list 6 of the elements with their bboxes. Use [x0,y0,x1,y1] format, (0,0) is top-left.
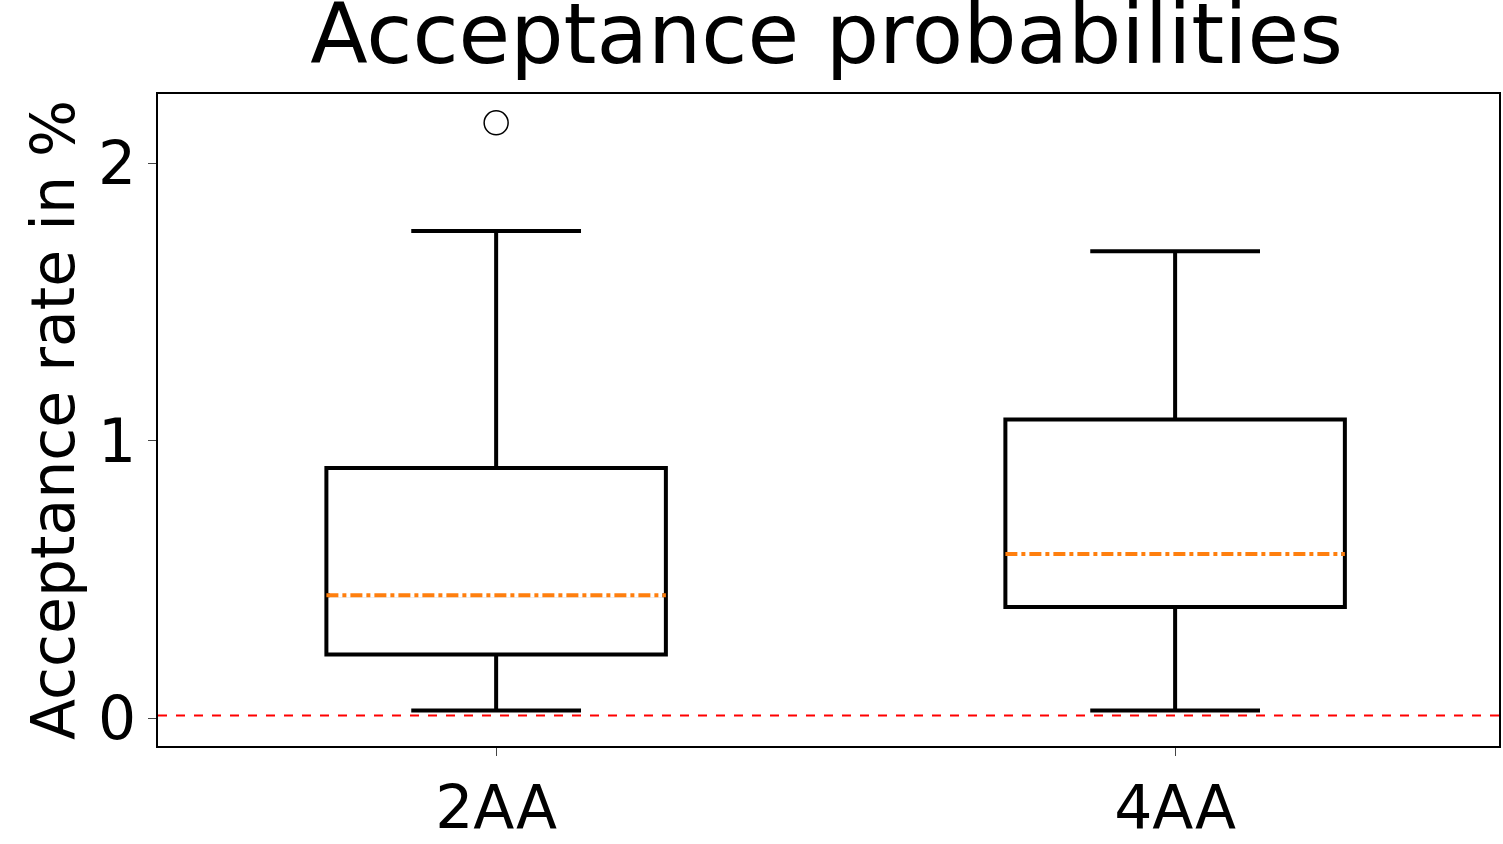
y-tick-label: 2 [98,128,137,199]
y-tick-label: 1 [98,405,137,476]
y-tick-label: 0 [98,683,137,754]
x-tick-label: 4AA [1114,771,1237,842]
x-tick-label: 2AA [435,771,558,842]
y-axis-title: Acceptance rate in % [18,100,89,740]
